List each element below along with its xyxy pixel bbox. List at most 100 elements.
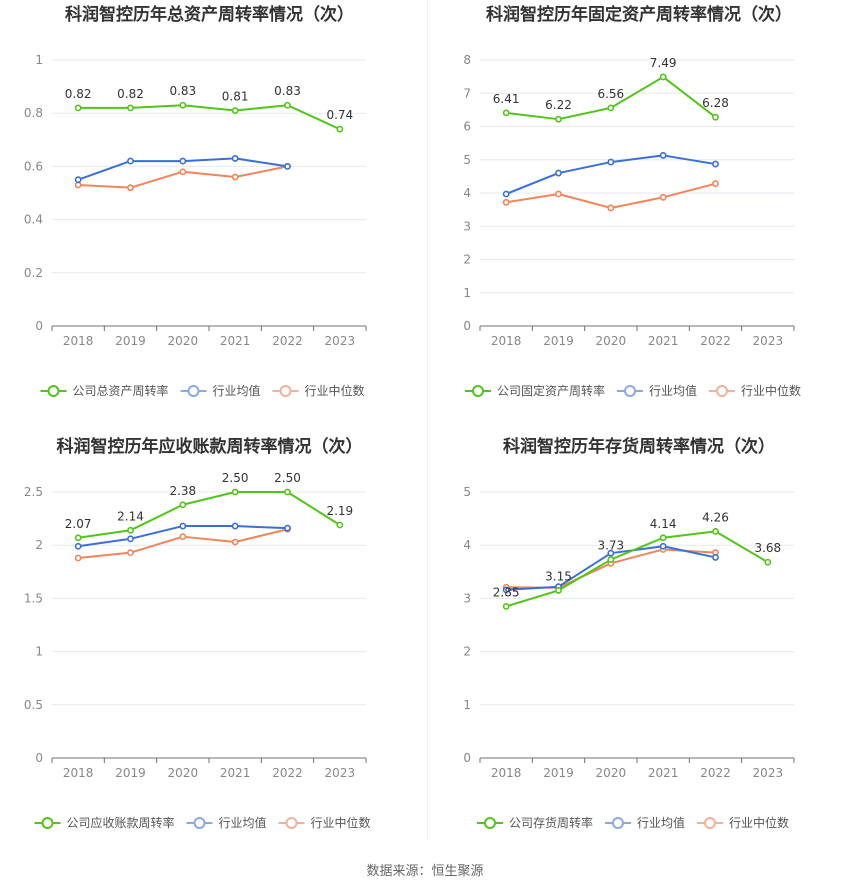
data-point-avg[interactable] — [712, 160, 719, 168]
data-point-avg[interactable] — [179, 157, 187, 165]
data-point-company[interactable] — [74, 534, 82, 542]
data-point-median[interactable] — [74, 554, 82, 562]
data-point-median[interactable] — [179, 533, 187, 541]
data-point-avg[interactable] — [712, 554, 719, 561]
data-label: 7.49 — [650, 56, 677, 70]
y-tick-label: 2 — [463, 645, 471, 659]
chart-title: 科润智控历年应收账款周转率情况（次） — [57, 436, 363, 457]
legend-marker-icon — [716, 385, 728, 397]
data-point-avg[interactable] — [607, 158, 615, 166]
data-point-median[interactable] — [74, 181, 82, 189]
data-point-company[interactable] — [284, 488, 291, 496]
data-point-company[interactable] — [336, 521, 344, 529]
data-point-company[interactable] — [179, 101, 187, 109]
chart-svg-3: 科润智控历年存货周转率情况（次） 0 1 2 3 4 5 2018 2019 2020 2021 20… — [463, 436, 795, 830]
legend-item-avg[interactable]: 行业均值 — [180, 383, 261, 398]
legend-item-company[interactable]: 公司固定资产周转率 — [465, 383, 605, 398]
legend-label: 行业中位数 — [311, 815, 371, 830]
data-point-company[interactable] — [659, 534, 667, 542]
data-point-company[interactable] — [659, 73, 667, 81]
data-point-avg[interactable] — [284, 162, 291, 170]
legend-label: 行业均值 — [213, 383, 261, 398]
data-point-avg[interactable] — [502, 586, 510, 594]
data-label: 0.74 — [326, 108, 353, 122]
data-point-company[interactable] — [502, 109, 510, 117]
data-point-company[interactable] — [336, 125, 344, 133]
data-point-company[interactable] — [555, 115, 562, 123]
data-point-avg[interactable] — [659, 152, 667, 159]
data-point-avg[interactable] — [231, 155, 239, 162]
data-point-avg[interactable] — [179, 522, 187, 530]
legend-item-company[interactable]: 公司总资产周转率 — [40, 383, 169, 398]
data-label: 4.14 — [650, 517, 677, 531]
data-point-median[interactable] — [231, 538, 239, 546]
data-point-company[interactable] — [284, 101, 291, 109]
data-label: 2.38 — [169, 484, 196, 498]
legend-label: 行业均值 — [219, 815, 267, 830]
y-tick-label: 1 — [35, 645, 43, 659]
data-label: 6.56 — [597, 87, 624, 101]
legend-item-median[interactable]: 行业中位数 — [709, 383, 801, 398]
y-tick-label: 2 — [463, 253, 471, 267]
legend-item-median[interactable]: 行业中位数 — [697, 815, 789, 830]
data-point-company[interactable] — [502, 602, 510, 610]
data-point-avg[interactable] — [74, 542, 82, 550]
data-point-median[interactable] — [231, 173, 239, 181]
data-point-company[interactable] — [555, 587, 562, 594]
data-label: 3.73 — [597, 539, 624, 553]
data-point-company[interactable] — [127, 104, 134, 112]
data-point-avg[interactable] — [659, 542, 667, 550]
legend-item-avg[interactable]: 行业均值 — [605, 815, 685, 830]
data-point-median[interactable] — [659, 193, 667, 201]
data-point-avg[interactable] — [127, 157, 134, 165]
x-tick-label: 2022 — [272, 334, 303, 348]
data-point-company[interactable] — [231, 488, 239, 496]
data-point-median[interactable] — [712, 180, 719, 188]
data-label: 0.82 — [65, 87, 92, 101]
data-point-company[interactable] — [712, 113, 719, 121]
legend-item-avg[interactable]: 行业均值 — [186, 815, 267, 830]
data-point-company[interactable] — [179, 501, 187, 509]
data-point-company[interactable] — [712, 527, 719, 535]
x-tick-label: 2019 — [115, 766, 146, 780]
data-point-median[interactable] — [607, 204, 615, 212]
data-point-median[interactable] — [179, 168, 187, 176]
data-point-company[interactable] — [231, 107, 239, 114]
data-point-median[interactable] — [555, 190, 562, 198]
data-point-avg[interactable] — [74, 176, 82, 184]
data-point-median[interactable] — [502, 198, 510, 206]
data-point-avg[interactable] — [127, 535, 134, 543]
data-point-company[interactable] — [607, 104, 615, 112]
data-point-avg[interactable] — [555, 169, 562, 177]
x-tick-label: 2020 — [168, 766, 199, 780]
legend-item-median[interactable]: 行业中位数 — [278, 815, 371, 830]
data-point-company[interactable] — [764, 558, 772, 566]
x-tick-label: 2018 — [63, 766, 94, 780]
data-point-avg[interactable] — [502, 190, 510, 198]
x-tick-label: 2023 — [753, 766, 784, 780]
data-point-avg[interactable] — [607, 549, 615, 557]
data-label: 6.22 — [545, 98, 572, 112]
data-point-company[interactable] — [74, 104, 82, 112]
data-point-company[interactable] — [607, 556, 615, 563]
legend-item-company[interactable]: 公司应收账款周转率 — [34, 815, 175, 830]
legend-item-company[interactable]: 公司存货周转率 — [477, 815, 593, 830]
legend-marker-icon — [41, 817, 54, 829]
y-tick-label: 4 — [463, 186, 471, 200]
y-tick-label: 0 — [463, 319, 471, 333]
data-point-avg[interactable] — [231, 522, 239, 530]
panel-divider — [427, 0, 428, 840]
legend-item-avg[interactable]: 行业均值 — [617, 383, 697, 398]
chart-title: 科润智控历年存货周转率情况（次） — [503, 436, 775, 457]
data-point-median[interactable] — [127, 184, 134, 192]
data-point-company[interactable] — [127, 526, 134, 534]
y-tick-label: 0.6 — [24, 159, 43, 173]
data-point-median[interactable] — [127, 549, 134, 557]
y-tick-label: 4 — [463, 538, 471, 552]
legend-label: 行业中位数 — [741, 383, 801, 398]
x-tick-label: 2018 — [63, 334, 94, 348]
legend-item-median[interactable]: 行业中位数 — [272, 383, 365, 398]
data-point-avg[interactable] — [284, 524, 291, 532]
chart-title: 科润智控历年固定资产周转率情况（次） — [486, 4, 792, 25]
y-tick-label: 0 — [35, 319, 43, 333]
